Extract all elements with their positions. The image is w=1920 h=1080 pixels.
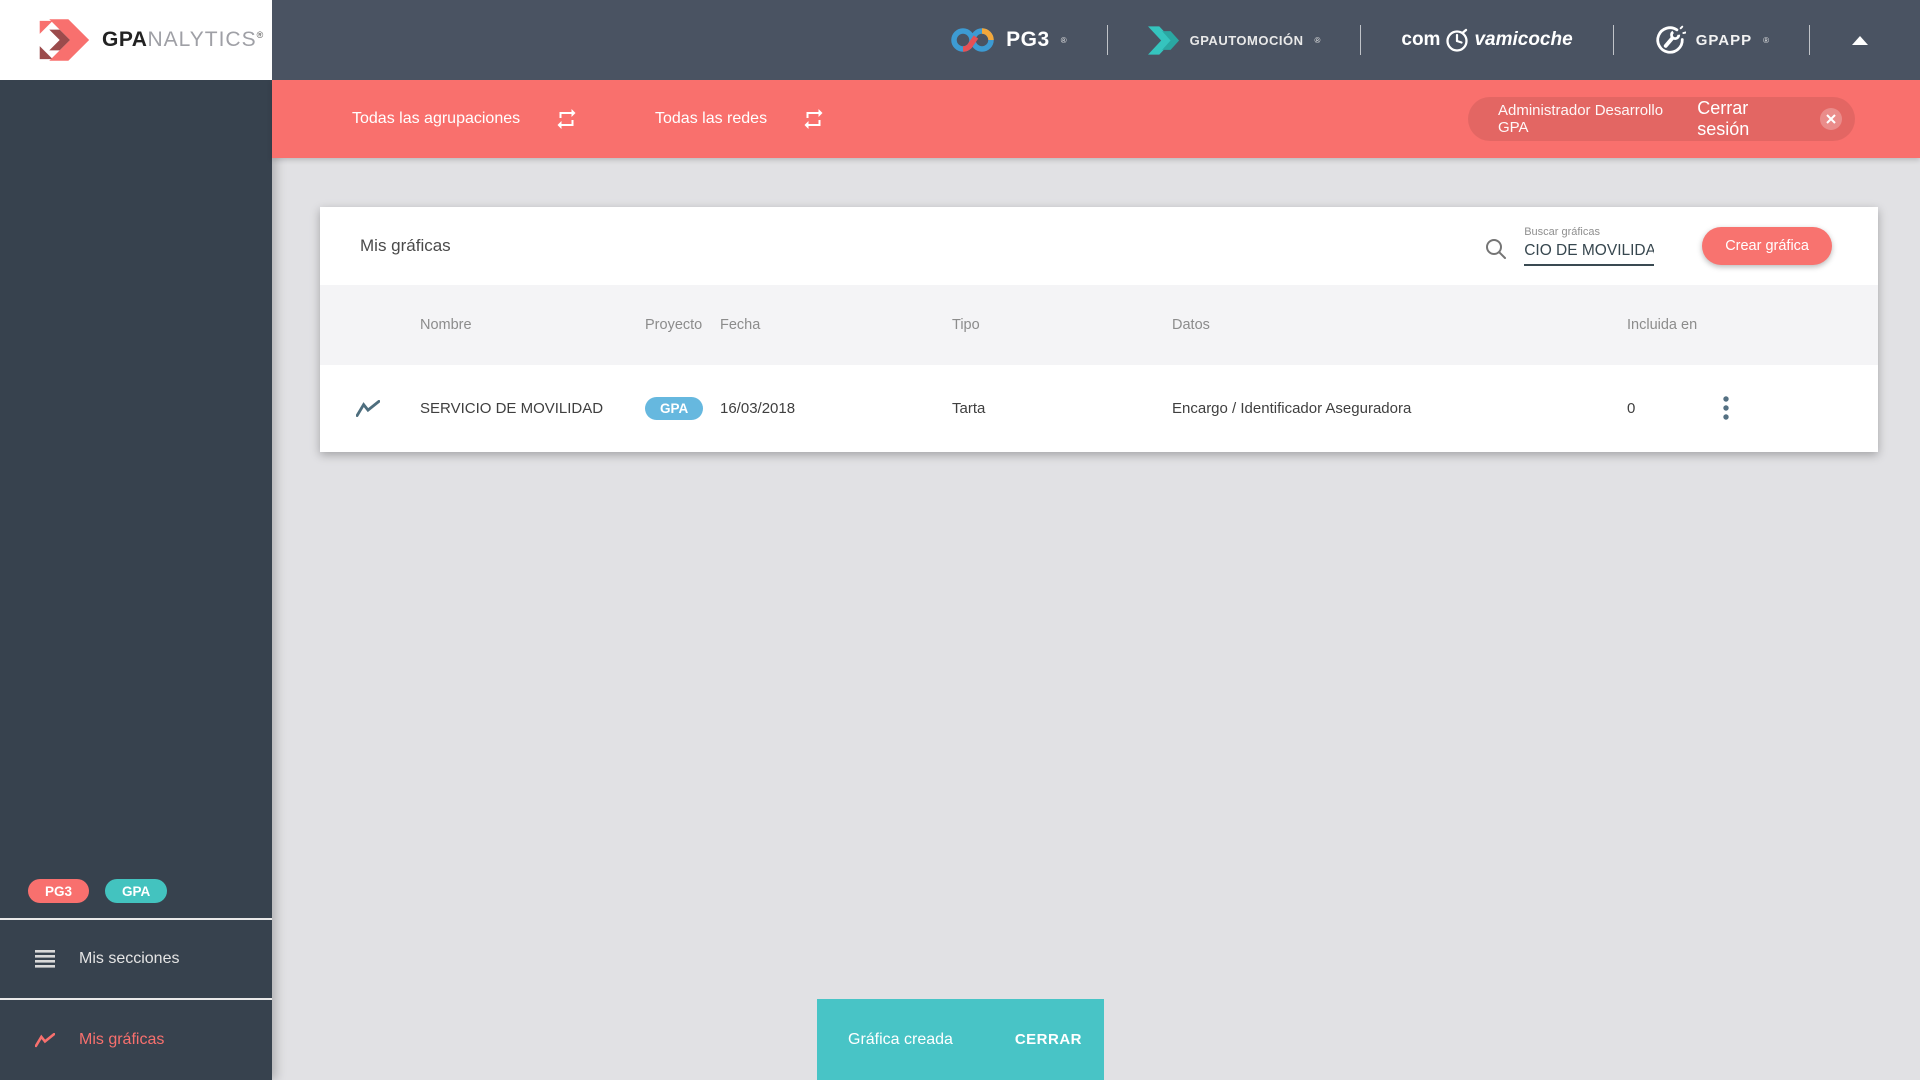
main-content: Mis gráficas Buscar gráficas CIO DE MOVI… — [272, 158, 1920, 1080]
sidebar-item-label: Mis secciones — [79, 950, 180, 967]
gpautomocion-arrow-icon — [1147, 25, 1179, 55]
top-header: GPANALYTICS® PG3 ® GPAUTOMOCIÓN ® — [0, 0, 1920, 80]
table-row[interactable]: SERVICIO DE MOVILIDAD GPA 16/03/2018 Tar… — [320, 365, 1878, 452]
pg3-reg: ® — [1060, 35, 1067, 45]
sidebar-nav: Mis secciones Mis gráficas — [0, 918, 272, 1080]
gpautomocion-label: GPAUTOMOCIÓN — [1189, 32, 1304, 48]
column-header-fecha: Fecha — [720, 317, 761, 333]
partner-logos: PG3 ® GPAUTOMOCIÓN ® com vamicoc — [272, 0, 1920, 80]
column-header-nombre: Nombre — [420, 317, 472, 333]
wrench-circle-icon — [1656, 25, 1686, 54]
gpanalytics-wordmark: GPANALYTICS® — [102, 28, 265, 51]
comovamicoche-logo[interactable]: com vamicoche — [1401, 27, 1573, 53]
search-field: Buscar gráficas CIO DE MOVILIDAD — [1524, 226, 1655, 266]
cell-tipo: Tarta — [952, 400, 986, 417]
sidebar-bottom: PG3 GPA Mis secciones — [0, 879, 272, 1080]
column-header-incluida-en: Incluida en — [1627, 317, 1698, 333]
user-name: Administrador Desarrollo GPA — [1498, 102, 1664, 136]
gpapp-logo[interactable]: GPAPP ® — [1654, 24, 1769, 56]
sidebar: PG3 GPA Mis secciones — [0, 80, 272, 1080]
stopwatch-icon — [1446, 28, 1469, 52]
create-chart-button[interactable]: Crear gráfica — [1702, 227, 1832, 265]
page-title: Mis gráficas — [360, 236, 451, 255]
badge-gpa[interactable]: GPA — [105, 879, 168, 903]
filter-agrupaciones-label: Todas las agrupaciones — [352, 110, 521, 127]
user-session: Administrador Desarrollo GPA Cerrar sesi… — [1468, 97, 1855, 141]
toast-message: Gráfica creada — [848, 1030, 953, 1048]
filter-redes-label: Todas las redes — [655, 110, 768, 127]
filter-agrupaciones[interactable]: Todas las agrupaciones — [352, 80, 579, 158]
line-chart-icon — [356, 399, 380, 417]
header-separator — [1106, 25, 1108, 55]
line-chart-icon — [35, 1032, 55, 1047]
badge-pg3[interactable]: PG3 — [28, 879, 90, 903]
cell-fecha: 16/03/2018 — [720, 400, 796, 417]
pg3-infinity-icon — [951, 28, 994, 52]
logout-button[interactable]: Cerrar sesión — [1697, 98, 1750, 139]
cell-datos: Encargo / Identificador Aseguradora — [1172, 400, 1412, 417]
menu-icon — [35, 950, 55, 968]
pg3-label: PG3 — [1006, 28, 1050, 51]
cell-proyecto: GPA — [645, 397, 720, 420]
sidebar-item-label: Mis gráficas — [79, 1031, 165, 1048]
search-icon[interactable] — [1484, 237, 1508, 261]
graficas-card: Mis gráficas Buscar gráficas CIO DE MOVI… — [320, 207, 1878, 452]
table-header: Nombre Proyecto Fecha Tipo Datos Incluid… — [320, 285, 1878, 365]
header-separator — [1360, 25, 1362, 55]
row-menu-kebab-icon[interactable] — [1722, 395, 1730, 423]
gpanalytics-logo[interactable]: GPANALYTICS® — [0, 0, 272, 80]
cell-nombre: SERVICIO DE MOVILIDAD — [420, 400, 604, 417]
sidebar-item-mis-graficas[interactable]: Mis gráficas — [0, 998, 272, 1080]
sidebar-item-mis-secciones[interactable]: Mis secciones — [0, 918, 272, 998]
gpautomocion-reg: ® — [1314, 35, 1321, 45]
filter-bar: Todas las agrupaciones Todas las redes A… — [272, 80, 1920, 158]
column-header-proyecto: Proyecto — [645, 317, 703, 333]
gpapp-reg: ® — [1763, 35, 1769, 45]
swap-icon — [804, 109, 823, 129]
gpa-arrow-icon — [39, 19, 90, 61]
toast-snackbar: Gráfica creada CERRAR — [817, 999, 1104, 1080]
toolbar-right: Buscar gráficas CIO DE MOVILIDAD Crear g… — [1484, 226, 1878, 266]
header-separator — [1809, 25, 1810, 55]
gpapp-label: GPAPP — [1695, 31, 1753, 49]
column-header-tipo: Tipo — [952, 317, 980, 333]
collapse-header-button[interactable] — [1852, 35, 1868, 45]
search-value: CIO DE MOVILIDAD — [1524, 242, 1655, 259]
cell-incluida-en: 0 — [1627, 400, 1636, 417]
filter-redes[interactable]: Todas las redes — [655, 80, 826, 158]
gpautomocion-logo[interactable]: GPAUTOMOCIÓN ® — [1147, 25, 1321, 55]
search-label: Buscar gráficas — [1524, 226, 1600, 238]
card-toolbar: Mis gráficas Buscar gráficas CIO DE MOVI… — [320, 207, 1878, 285]
column-header-datos: Datos — [1172, 317, 1210, 333]
swap-icon — [557, 109, 576, 129]
search-input[interactable]: CIO DE MOVILIDAD — [1524, 241, 1655, 266]
project-badge: GPA — [645, 397, 704, 420]
toast-close-button[interactable]: CERRAR — [1007, 1025, 1090, 1054]
pg3-logo[interactable]: PG3 ® — [950, 25, 1067, 55]
sidebar-badges: PG3 GPA — [0, 879, 272, 903]
close-session-icon[interactable] — [1819, 107, 1843, 131]
header-separator — [1612, 25, 1614, 55]
comovamicoche-pre: com — [1401, 29, 1441, 50]
comovamicoche-post: vamicoche — [1474, 29, 1573, 50]
